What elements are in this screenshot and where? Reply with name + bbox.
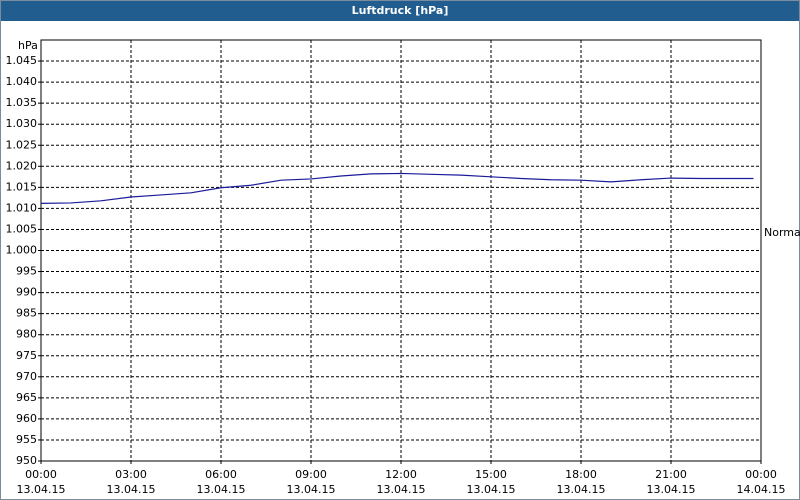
x-tick-label: 12:00 [385, 468, 417, 481]
y-tick-label: 1.015 [6, 180, 38, 193]
title-bar [0, 0, 800, 21]
x-tick-label: 06:00 [205, 468, 237, 481]
x-tick-label: 15:00 [475, 468, 507, 481]
y-tick-label: 1.040 [6, 75, 38, 88]
y-tick-label: 1.020 [6, 159, 38, 172]
x-tick-date: 13.04.15 [647, 483, 696, 496]
y-tick-label: 1.030 [6, 117, 38, 130]
x-tick-label: 03:00 [115, 468, 147, 481]
y-tick-label: 985 [16, 307, 37, 320]
x-tick-date: 13.04.15 [197, 483, 246, 496]
y-tick-label: 1.025 [6, 138, 38, 151]
y-tick-label: 970 [16, 370, 37, 383]
y-tick-label: 1.035 [6, 96, 38, 109]
x-tick-label: 21:00 [655, 468, 687, 481]
annotation: Normal [764, 226, 800, 239]
y-axis-label: hPa [18, 39, 38, 52]
x-tick-date: 13.04.15 [17, 483, 66, 496]
y-tick-label: 1.000 [6, 244, 38, 257]
y-tick-label: 955 [16, 433, 37, 446]
y-tick-label: 1.005 [6, 222, 38, 235]
y-tick-label: 980 [16, 328, 37, 341]
y-tick-label: 965 [16, 391, 37, 404]
y-tick-label: 950 [16, 454, 37, 467]
x-tick-date: 14.04.15 [737, 483, 786, 496]
x-tick-label: 09:00 [295, 468, 327, 481]
x-tick-label: 00:00 [25, 468, 57, 481]
x-tick-date: 13.04.15 [377, 483, 426, 496]
chart-title: Luftdruck [hPa] [352, 4, 449, 17]
y-tick-label: 960 [16, 412, 37, 425]
data-line [40, 172, 754, 204]
x-tick-date: 13.04.15 [107, 483, 156, 496]
x-tick-date: 13.04.15 [467, 483, 516, 496]
y-tick-label: 995 [16, 265, 37, 278]
y-tick-label: 975 [16, 349, 37, 362]
y-tick-label: 1.045 [6, 54, 38, 67]
x-tick-date: 13.04.15 [557, 483, 606, 496]
x-tick-date: 13.04.15 [287, 483, 336, 496]
y-tick-label: 990 [16, 286, 37, 299]
x-tick-label: 00:00 [745, 468, 777, 481]
x-tick-label: 18:00 [565, 468, 597, 481]
y-tick-label: 1.010 [6, 201, 38, 214]
